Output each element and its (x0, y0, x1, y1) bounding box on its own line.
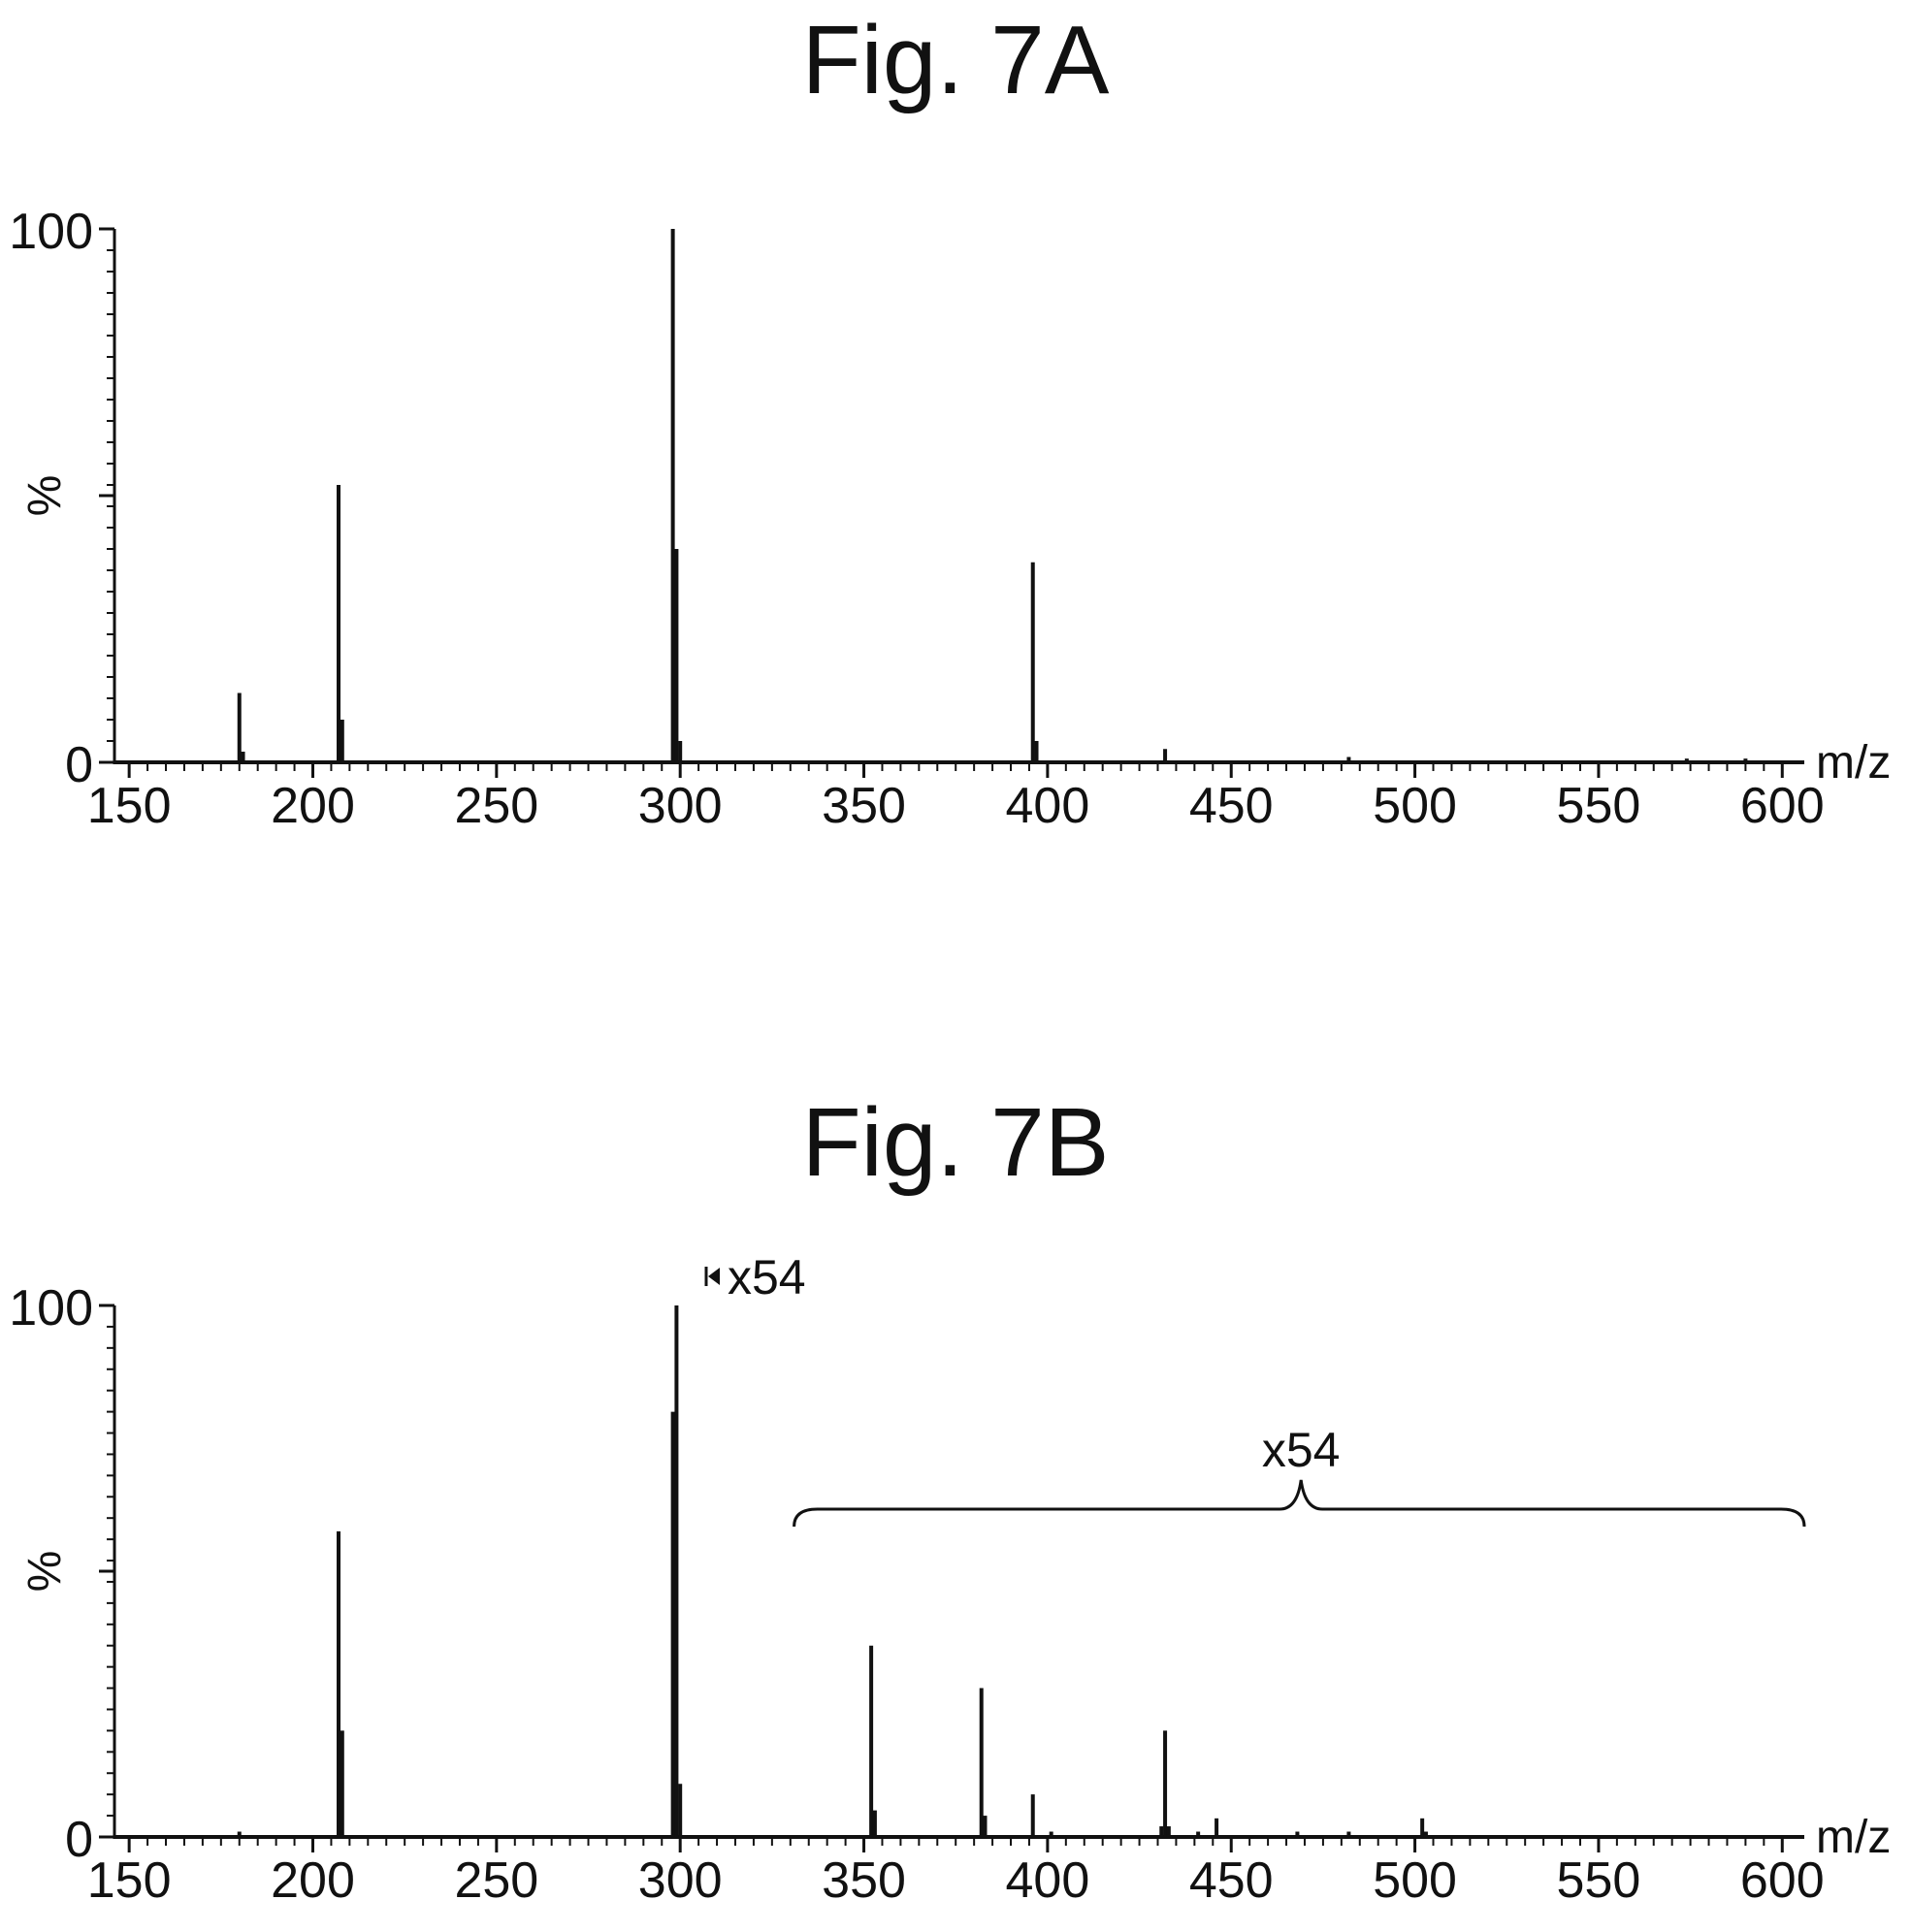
x-tick-label: 350 (822, 1852, 906, 1909)
x-tick-label: 600 (1740, 778, 1825, 834)
x-tick-label: 400 (1006, 1852, 1090, 1909)
x-axis-label: m/z (1816, 1812, 1891, 1863)
range-brace (793, 1479, 1806, 1528)
x-tick-label: 400 (1006, 778, 1090, 834)
y-tick-label: 0 (65, 1812, 93, 1868)
x-tick-label: 600 (1740, 1852, 1825, 1909)
x-tick-label: 300 (638, 1852, 723, 1909)
x-tick-label: 500 (1373, 778, 1457, 834)
x-tick-label: 250 (454, 778, 538, 834)
scale-marker-label: x54 (728, 1250, 806, 1304)
x-axis-label: m/z (1816, 737, 1891, 789)
x-tick-label: 450 (1189, 778, 1274, 834)
y-axis-label: % (19, 1551, 71, 1593)
range-brace-label: x54 (1262, 1423, 1341, 1477)
x-tick-label: 150 (87, 778, 172, 834)
x-tick-label: 150 (87, 1852, 172, 1909)
x-tick-label: 500 (1373, 1852, 1457, 1909)
y-tick-label: 100 (9, 1280, 93, 1336)
y-axis-label: % (19, 475, 71, 517)
x-tick-label: 550 (1557, 1852, 1641, 1909)
figure-title-7b: Fig. 7B (801, 1088, 1110, 1197)
y-tick-label: 0 (65, 737, 93, 793)
x-tick-label: 450 (1189, 1852, 1274, 1909)
figure-title-7a: Fig. 7A (801, 6, 1110, 114)
x-tick-label: 300 (638, 778, 723, 834)
x-tick-label: 350 (822, 778, 906, 834)
x-tick-label: 200 (271, 1852, 355, 1909)
x-tick-label: 550 (1557, 778, 1641, 834)
x-tick-label: 200 (271, 778, 355, 834)
scale-marker-icon (708, 1268, 720, 1285)
y-tick-label: 100 (9, 204, 93, 260)
x-tick-label: 250 (454, 1852, 538, 1909)
